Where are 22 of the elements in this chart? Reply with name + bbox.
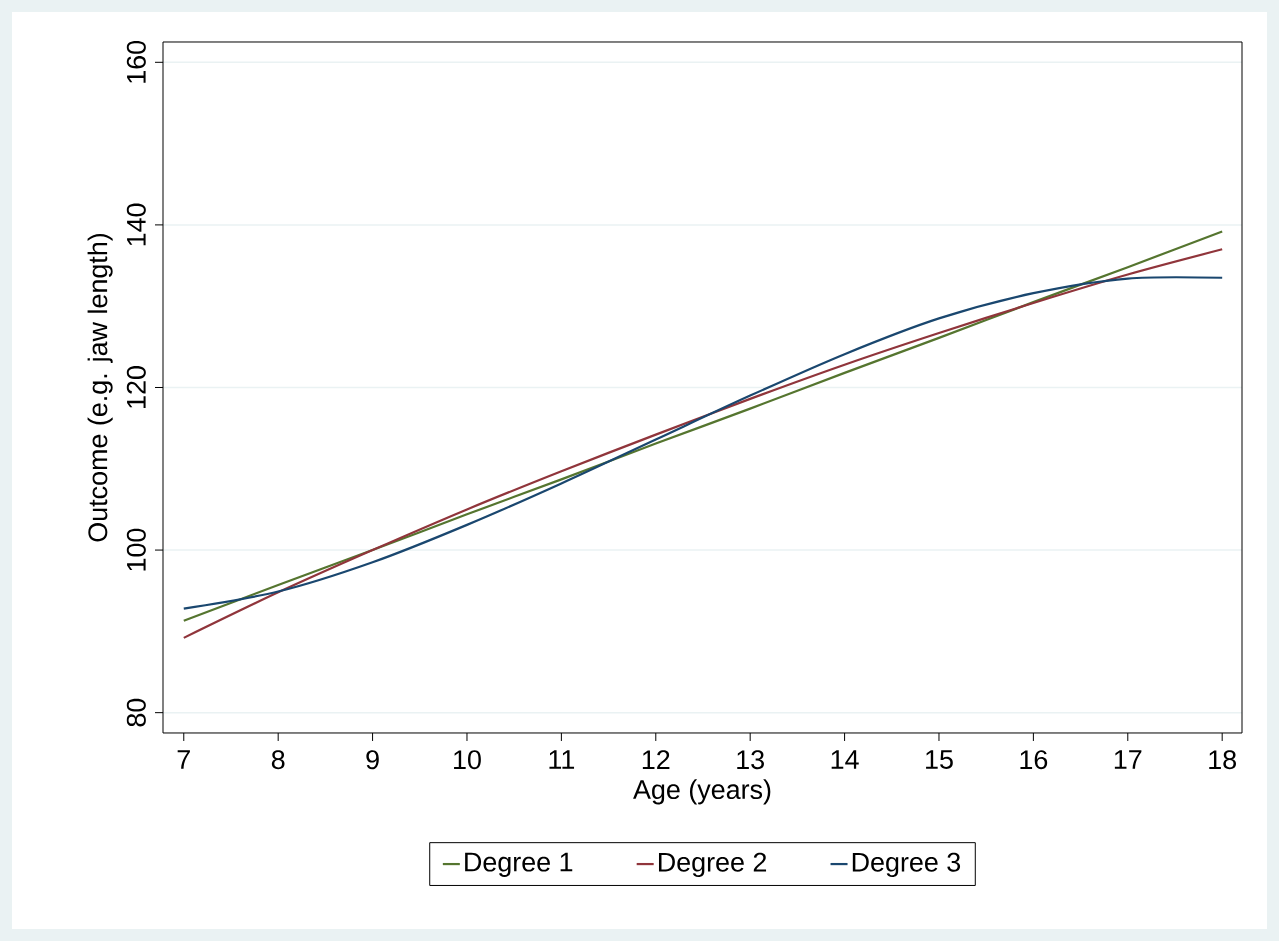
y-tick-label: 80 <box>126 698 146 727</box>
y-tick-label: 100 <box>126 528 146 571</box>
x-tick-label: 14 <box>831 750 859 769</box>
x-tick-label: 10 <box>454 750 481 770</box>
y-axis-title: Outcome (e.g. jaw length) <box>87 233 113 542</box>
x-tick-label: 15 <box>926 750 953 769</box>
legend-label: Degree 2 <box>658 852 767 878</box>
legend-label: Degree 3 <box>852 852 961 878</box>
legend-label: Degree 1 <box>465 852 573 877</box>
y-tick-label: 160 <box>126 40 146 83</box>
x-tick-label: 9 <box>366 750 379 770</box>
y-tick-label: 120 <box>126 366 146 408</box>
x-tick-label: 12 <box>642 750 670 769</box>
x-tick-label: 18 <box>1209 750 1236 770</box>
x-tick-label: 13 <box>737 750 764 770</box>
x-axis-title: Age (years) <box>633 779 771 805</box>
x-tick-label: 16 <box>1020 750 1048 770</box>
x-tick-label: 11 <box>549 750 575 769</box>
x-tick-label: 8 <box>271 750 285 770</box>
x-tick-label: 7 <box>177 750 190 769</box>
x-tick-label: 17 <box>1114 750 1142 769</box>
y-tick-label: 140 <box>126 203 146 246</box>
